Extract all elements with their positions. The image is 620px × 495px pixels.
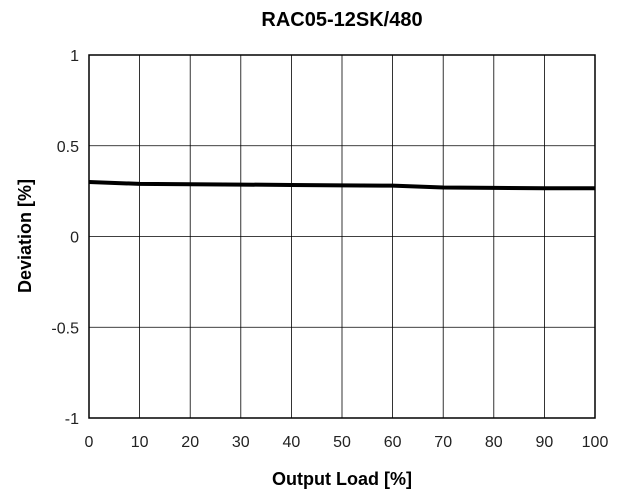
y-tick-label: 0.5 [57,139,79,156]
x-tick-label: 30 [232,434,250,451]
y-axis-label: Deviation [%] [15,179,35,293]
tick-labels: 0 10 20 30 40 50 60 70 80 90 100 1 0.5 0 -0.5 -1 [51,48,608,451]
x-tick-label: 60 [384,434,402,451]
chart-title: RAC05-12SK/480 [261,9,422,31]
x-tick-label: 100 [582,434,609,451]
plot-frame [88,54,596,419]
x-tick-label: 70 [434,434,452,451]
x-tick-label: 10 [131,434,149,451]
x-tick-label: 0 [85,434,94,451]
y-tick-label: -1 [65,411,79,428]
x-tick-label: 80 [485,434,503,451]
series [88,180,596,191]
y-tick-label: 1 [70,48,79,65]
x-tick-label: 20 [181,434,199,451]
y-tick-label: -0.5 [51,320,79,337]
x-tick-label: 40 [283,434,301,451]
x-axis-label: Output Load [%] [272,469,412,489]
grid [88,54,596,419]
x-tick-label: 90 [536,434,554,451]
y-tick-label: 0 [70,230,79,247]
x-tick-label: 50 [333,434,351,451]
